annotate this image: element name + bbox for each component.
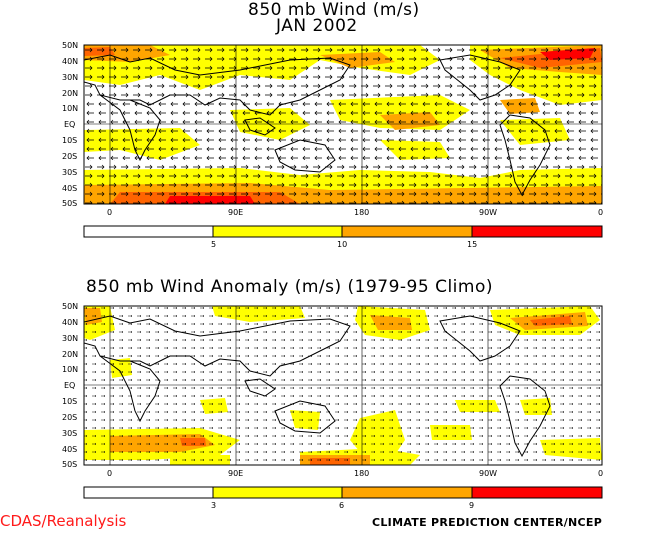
panel1-title-line2: JAN 2002 [276, 16, 358, 36]
panel1-lon-label: 90E [228, 208, 244, 217]
panel2-lat-label: 20S [62, 413, 78, 422]
panel1-colorbar [83, 225, 603, 238]
panel2-lat-label: 30S [62, 429, 78, 438]
panel2-map [84, 306, 602, 465]
panel1-lat-label: 50N [62, 41, 79, 50]
panel1-lon-label: 90W [479, 208, 498, 217]
panel1-lat-label: 20S [62, 152, 78, 161]
footer-center-label: CLIMATE PREDICTION CENTER/NCEP [372, 516, 603, 529]
panel1-lat-label: 40S [62, 184, 78, 193]
panel2-lon-label: 0 [598, 469, 604, 478]
panel1-lon-label: 0 [598, 208, 604, 217]
panel2-lat-label: 40S [62, 445, 78, 454]
panel2-lon-label: 90E [228, 469, 244, 478]
panel1-lat-label: 20N [62, 89, 79, 98]
panel2-colorbar [83, 486, 603, 499]
panel2-lat-label: EQ [64, 381, 76, 390]
panel2-colorbar-tick: 3 [211, 501, 217, 510]
panel2-lon-label: 0 [107, 469, 113, 478]
panel2-lon-label: 90W [479, 469, 498, 478]
panel1-lat-label: 10S [62, 136, 78, 145]
panel1-colorbar-tick: 15 [467, 240, 478, 249]
panel2-lat-label: 50S [62, 460, 78, 469]
panel2-colorbar-tick: 9 [469, 501, 475, 510]
footer-source-label: CDAS/Reanalysis [0, 512, 127, 530]
panel2-title: 850 mb Wind Anomaly (m/s) (1979-95 Climo… [86, 277, 493, 297]
panel1-lat-label: 40N [62, 57, 79, 66]
panel1-colorbar-tick: 5 [211, 240, 217, 249]
panel2-colorbar-tick: 6 [339, 501, 345, 510]
panel1-lat-label: EQ [64, 120, 76, 129]
panel1-lat-label: 10N [62, 104, 79, 113]
panel2-lat-label: 40N [62, 318, 79, 327]
panel2-lat-label: 50N [62, 302, 79, 311]
panel2-lat-label: 20N [62, 350, 79, 359]
panel2-lat-label: 10N [62, 365, 79, 374]
panel1-lon-label: 180 [354, 208, 370, 217]
panel2-lat-label: 30N [62, 334, 79, 343]
panel2-lat-label: 10S [62, 397, 78, 406]
panel1-lat-label: 30S [62, 168, 78, 177]
panel1-lat-label: 30N [62, 73, 79, 82]
panel1-map [84, 45, 602, 204]
panel1-lon-label: 0 [107, 208, 113, 217]
panel1-title-line1: 850 mb Wind (m/s) [248, 0, 420, 20]
panel2-lon-label: 180 [354, 469, 370, 478]
panel1-colorbar-tick: 10 [337, 240, 348, 249]
panel1-lat-label: 50S [62, 199, 78, 208]
